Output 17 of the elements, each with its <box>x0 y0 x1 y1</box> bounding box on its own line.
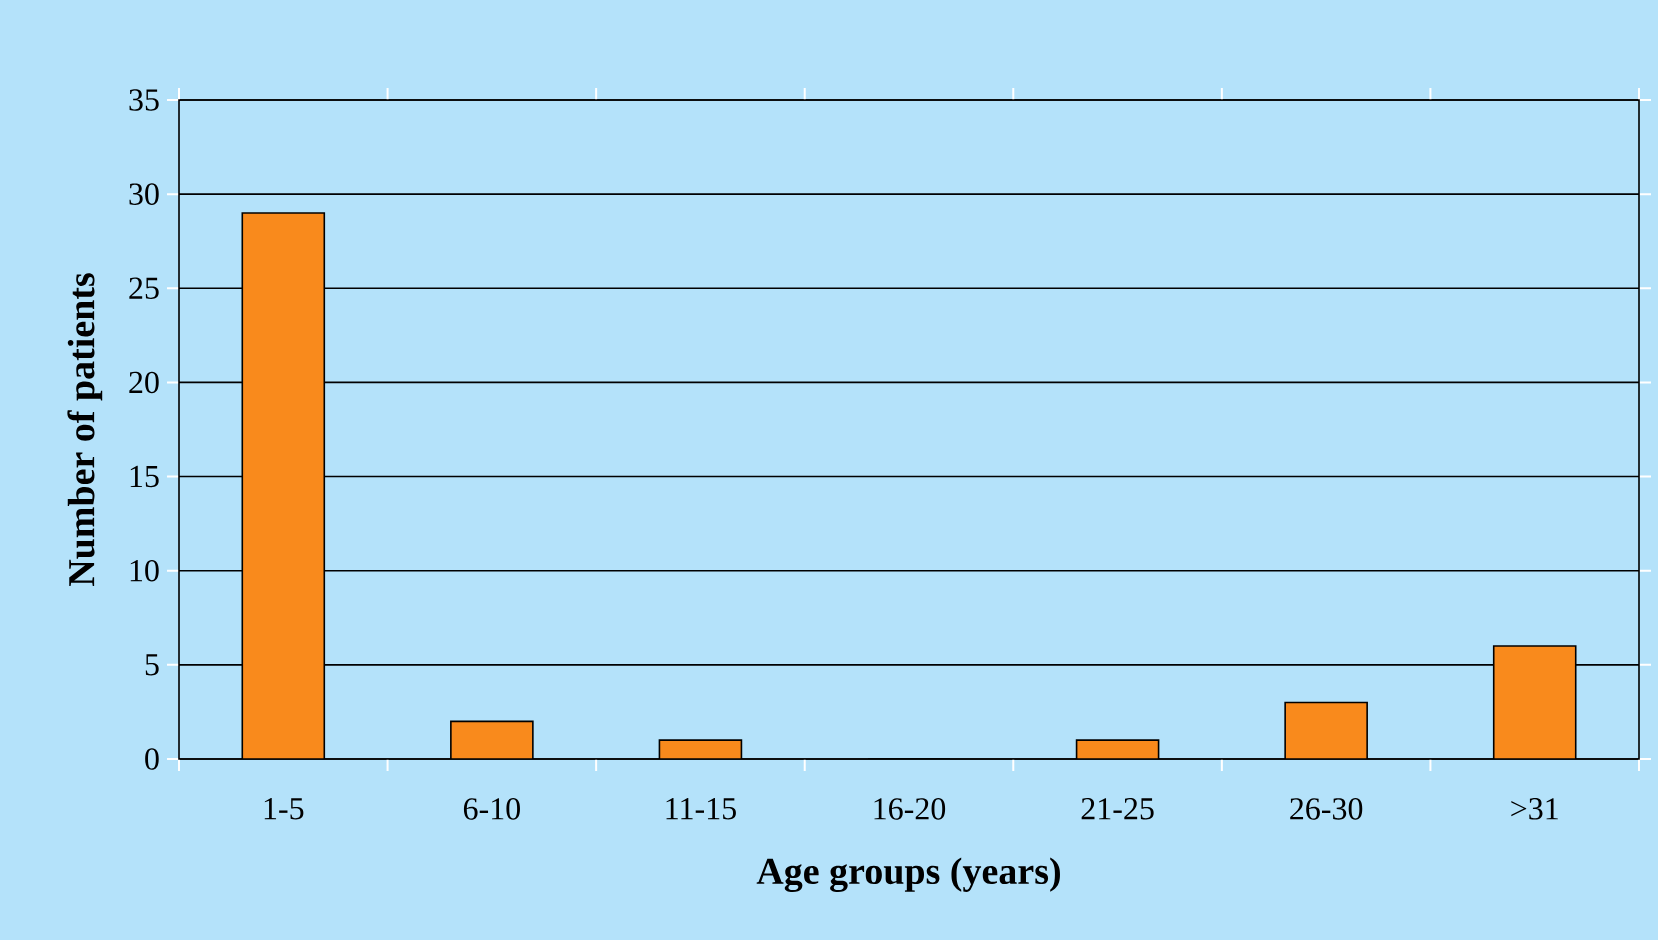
y-tick-label: 35 <box>129 89 159 111</box>
x-tick-label: 11-15 <box>666 798 736 820</box>
y-axis-title: Number of patients <box>67 273 103 587</box>
y-tick-label: 0 <box>145 748 159 770</box>
x-tick-label: >31 <box>1511 798 1558 820</box>
x-tick-label: 6-10 <box>463 798 520 820</box>
y-tick-label: 5 <box>145 654 159 676</box>
x-axis-title: Age groups (years) <box>756 857 1060 893</box>
x-tick-label: 1-5 <box>264 798 304 820</box>
y-tick-label: 25 <box>129 277 159 300</box>
y-tick-label: 10 <box>130 559 159 582</box>
x-tick-label: 26-30 <box>1290 798 1363 820</box>
x-tick-label: 21-25 <box>1081 798 1154 820</box>
y-tick-label: 20 <box>129 371 159 394</box>
y-tick-label: 15 <box>130 465 159 488</box>
x-tick-label: 16-20 <box>874 798 946 820</box>
y-tick-label: 30 <box>129 183 159 205</box>
